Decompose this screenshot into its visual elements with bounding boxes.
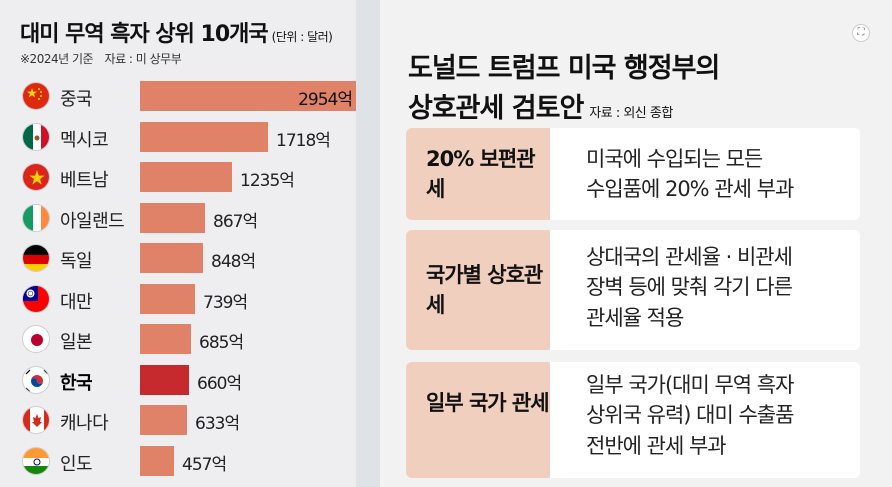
bar-value-label: 685억 bbox=[199, 333, 244, 353]
chart-row: 독일 848억 bbox=[0, 238, 356, 278]
bar-value-label: 1718억 bbox=[276, 130, 331, 151]
chart-bar bbox=[140, 445, 174, 476]
mexico-flag-icon bbox=[22, 122, 50, 151]
chart-bar bbox=[140, 283, 195, 314]
bar-value-label: 633억 bbox=[195, 414, 240, 434]
chart-unit: (단위 : 달러) bbox=[271, 30, 333, 44]
policy-description-cell: 일부 국가(대미 무역 흑자 상위국 유력) 대미 수출품 전반에 관세 부과 bbox=[550, 362, 860, 478]
country-label: 멕시코 bbox=[60, 129, 109, 151]
country-label: 독일 bbox=[60, 251, 93, 272]
bar-value-label: 848억 bbox=[211, 252, 256, 272]
canada-flag-icon bbox=[22, 406, 50, 434]
bar-value-label: 457억 bbox=[182, 454, 227, 475]
country-label: 대만 bbox=[60, 291, 93, 313]
country-label: 베트남 bbox=[60, 170, 109, 191]
chart-row: 아일랜드 867억 bbox=[0, 198, 356, 238]
korea-flag-icon bbox=[22, 365, 50, 394]
japan-flag-icon bbox=[22, 325, 50, 353]
policy-type-label: 일부 국가 관세 bbox=[426, 391, 550, 415]
country-label: 아일랜드 bbox=[60, 210, 125, 232]
policy-description: 상대국의 관세율 · 비관세 장벽 등에 맞춰 각기 다른 관세율 적용 bbox=[586, 245, 793, 330]
chart-bar bbox=[140, 364, 189, 395]
chart-bar bbox=[140, 81, 356, 111]
bar-value-label: 1235억 bbox=[240, 171, 295, 191]
chart-row: 멕시코 1718억 bbox=[0, 117, 356, 157]
policy-description-cell: 상대국의 관세율 · 비관세 장벽 등에 맞춰 각기 다른 관세율 적용 bbox=[550, 230, 860, 350]
chart-source-note: ※2024년 기준 자료 : 미 상무부 bbox=[20, 52, 182, 66]
chart-row: 일본 685억 bbox=[0, 319, 356, 359]
bar-value-label: 867억 bbox=[213, 211, 258, 232]
chart-row: 대만 739억 bbox=[0, 279, 356, 319]
policy-type-cell: 일부 국가 관세 bbox=[406, 362, 550, 478]
expand-icon[interactable]: ⛶ bbox=[852, 24, 870, 42]
bar-value-label: 739억 bbox=[203, 292, 248, 313]
taiwan-flag-icon bbox=[22, 284, 50, 313]
policy-description: 일부 국가(대미 무역 흑자 상위국 유력) 대미 수출품 전반에 관세 부과 bbox=[586, 373, 794, 458]
policy-row-selected-countries: 일부 국가 관세 일부 국가(대미 무역 흑자 상위국 유력) 대미 수출품 전… bbox=[406, 362, 860, 478]
chart-row: 베트남 1235억 bbox=[0, 157, 356, 197]
germany-flag-icon bbox=[22, 244, 50, 272]
chart-bar bbox=[140, 162, 232, 192]
chart-row: 중국 2954억 bbox=[0, 76, 356, 116]
country-label: 일본 bbox=[60, 332, 93, 353]
country-label: 중국 bbox=[60, 89, 93, 110]
chart-row: 캐나다 633억 bbox=[0, 400, 356, 440]
chart-bar bbox=[140, 202, 205, 233]
policy-type-cell: 20% 보편관세 bbox=[406, 128, 550, 220]
chart-bar bbox=[140, 243, 203, 273]
country-label: 인도 bbox=[60, 453, 93, 475]
trade-surplus-panel: 대미 무역 흑자 상위 10개국 (단위 : 달러) ※2024년 기준 자료 :… bbox=[0, 0, 356, 487]
policy-type-label: 20% 보편관세 bbox=[426, 147, 536, 202]
india-flag-icon bbox=[22, 446, 50, 475]
tariff-plan-panel: ⛶ 도널드 트럼프 미국 행정부의 상호관세 검토안 자료 : 외신 종합 20%… bbox=[380, 0, 892, 487]
policy-row-universal: 20% 보편관세 미국에 수입되는 모든 수입품에 20% 관세 부과 bbox=[406, 128, 860, 220]
tariff-title-line2: 상호관세 검토안 자료 : 외신 종합 bbox=[408, 93, 673, 124]
tariff-source: 자료 : 외신 종합 bbox=[589, 106, 673, 121]
country-label: 한국 bbox=[60, 372, 93, 394]
policy-type-label: 국가별 상호관세 bbox=[426, 263, 543, 318]
chart-row: 한국 660억 bbox=[0, 360, 356, 400]
policy-description: 미국에 수입되는 모든 수입품에 20% 관세 부과 bbox=[586, 147, 794, 202]
tariff-title-line1: 도널드 트럼프 미국 행정부의 bbox=[408, 53, 720, 84]
bar-value-label: 660억 bbox=[197, 373, 242, 394]
china-flag-icon bbox=[22, 82, 50, 110]
policy-row-reciprocal: 국가별 상호관세 상대국의 관세율 · 비관세 장벽 등에 맞춰 각기 다른 관… bbox=[406, 230, 860, 350]
chart-title: 대미 무역 흑자 상위 10개국 (단위 : 달러) bbox=[20, 22, 333, 47]
chart-bar bbox=[140, 405, 187, 435]
policy-type-cell: 국가별 상호관세 bbox=[406, 230, 550, 350]
bar-value-label: 2954억 bbox=[298, 90, 353, 110]
policy-description-cell: 미국에 수입되는 모든 수입품에 20% 관세 부과 bbox=[550, 128, 860, 220]
ireland-flag-icon bbox=[22, 203, 50, 232]
country-label: 캐나다 bbox=[60, 413, 109, 434]
chart-bar bbox=[140, 324, 191, 354]
chart-row: 인도 457억 bbox=[0, 441, 356, 481]
vietnam-flag-icon bbox=[22, 163, 50, 191]
chart-bar bbox=[140, 121, 268, 152]
